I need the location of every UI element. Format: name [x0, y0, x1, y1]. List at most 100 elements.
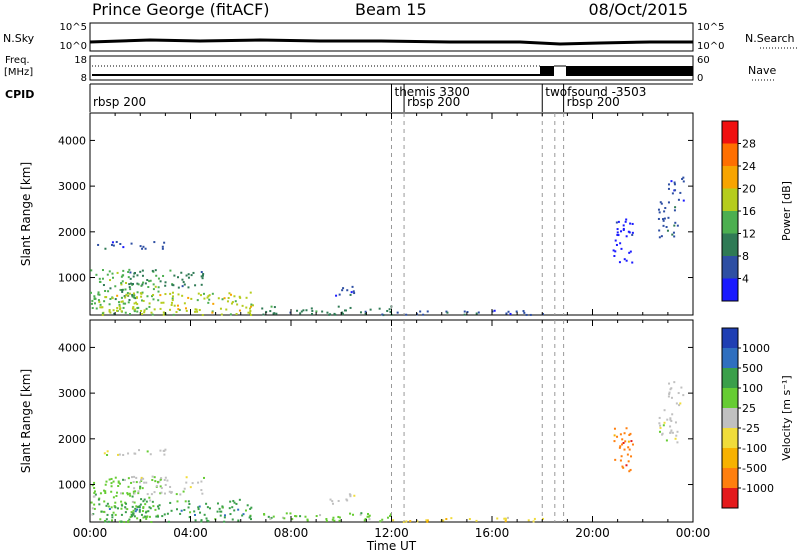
colorbar-tick-label: 4 [742, 273, 749, 286]
data-cell [143, 309, 146, 312]
data-cell [629, 432, 632, 435]
data-cell [230, 293, 233, 296]
data-cell [223, 520, 226, 523]
data-cell [180, 271, 183, 274]
data-cell [160, 301, 163, 304]
data-cell [138, 449, 141, 452]
data-cell [273, 312, 276, 315]
data-cell [422, 313, 425, 316]
data-cell [295, 515, 298, 518]
data-cell [122, 453, 125, 456]
data-cell [184, 500, 187, 503]
data-cell [133, 272, 136, 275]
data-cell [116, 491, 119, 494]
data-cell [99, 306, 102, 309]
data-cell [111, 516, 114, 519]
data-cell [207, 520, 210, 523]
y-tick-label: 3000 [58, 180, 86, 193]
data-cell [164, 281, 167, 284]
data-cell [338, 516, 341, 519]
data-cell [146, 450, 149, 453]
data-cell [115, 240, 118, 243]
data-cell [106, 513, 109, 516]
data-cell [621, 443, 624, 446]
data-cell [124, 296, 127, 299]
data-cell [134, 297, 137, 300]
x-tick-label: 04:00 [173, 526, 208, 540]
data-cell [272, 515, 275, 518]
data-cell [126, 508, 129, 511]
colorbar-segment [722, 166, 738, 189]
data-cell [187, 276, 190, 279]
data-cell [116, 309, 119, 312]
data-cell [211, 311, 214, 314]
data-cell [661, 432, 664, 435]
data-cell [232, 499, 235, 502]
data-cell [205, 502, 208, 505]
data-cell [121, 280, 124, 283]
data-cell [542, 517, 545, 520]
cpid-entry-label: rbsp 200 [407, 95, 460, 109]
data-cell [97, 299, 100, 302]
data-cell [197, 506, 200, 509]
data-cell [114, 501, 117, 504]
data-cell [138, 510, 141, 513]
data-cell [99, 492, 102, 495]
data-cell [658, 236, 661, 239]
data-cell [250, 305, 253, 308]
data-cell [670, 420, 673, 423]
data-cell [249, 507, 252, 510]
date-label: 08/Oct/2015 [588, 0, 688, 19]
data-cell [127, 276, 130, 279]
data-cell [155, 515, 158, 518]
data-cell [262, 313, 265, 316]
data-cell [425, 519, 428, 522]
data-cell [132, 275, 135, 278]
data-cell [145, 307, 148, 310]
data-cell [426, 519, 429, 522]
data-cell [662, 424, 665, 427]
data-cell [658, 416, 661, 419]
data-cell [169, 292, 172, 295]
data-cell [131, 500, 134, 503]
data-cell [170, 491, 173, 494]
colorbar-tick-label: -100 [742, 442, 767, 455]
data-cell [125, 281, 128, 284]
data-cell [206, 506, 209, 509]
data-cell [124, 507, 127, 510]
data-cell [121, 492, 124, 495]
data-cell [529, 313, 532, 316]
data-cell [496, 517, 499, 520]
data-cell [674, 437, 677, 440]
data-cell [669, 425, 672, 428]
data-cell [195, 308, 198, 311]
data-cell [114, 476, 117, 479]
data-cell [136, 303, 139, 306]
data-cell [148, 496, 151, 499]
data-cell [283, 517, 286, 520]
data-cell [229, 513, 232, 516]
data-cell [249, 291, 252, 294]
data-cell [151, 475, 154, 478]
data-cell [187, 500, 190, 503]
data-cell [667, 395, 670, 398]
data-cell [116, 507, 119, 510]
data-cell [133, 475, 136, 478]
data-cell [665, 439, 668, 442]
colorbar-segment [722, 428, 738, 448]
colorbar-segment [722, 448, 738, 468]
data-cell [151, 269, 154, 272]
data-cell [113, 312, 116, 315]
data-cell [164, 492, 167, 495]
data-cell [225, 308, 228, 311]
data-cell [91, 299, 94, 302]
data-cell [133, 515, 136, 518]
data-cell [233, 295, 236, 298]
nsky-label: N.Sky [3, 32, 35, 45]
data-cell [302, 309, 305, 312]
data-cell [622, 441, 625, 444]
nave-tick-top: 60 [697, 55, 710, 66]
data-cell [658, 229, 661, 232]
data-cell [122, 269, 125, 272]
data-cell [183, 283, 186, 286]
